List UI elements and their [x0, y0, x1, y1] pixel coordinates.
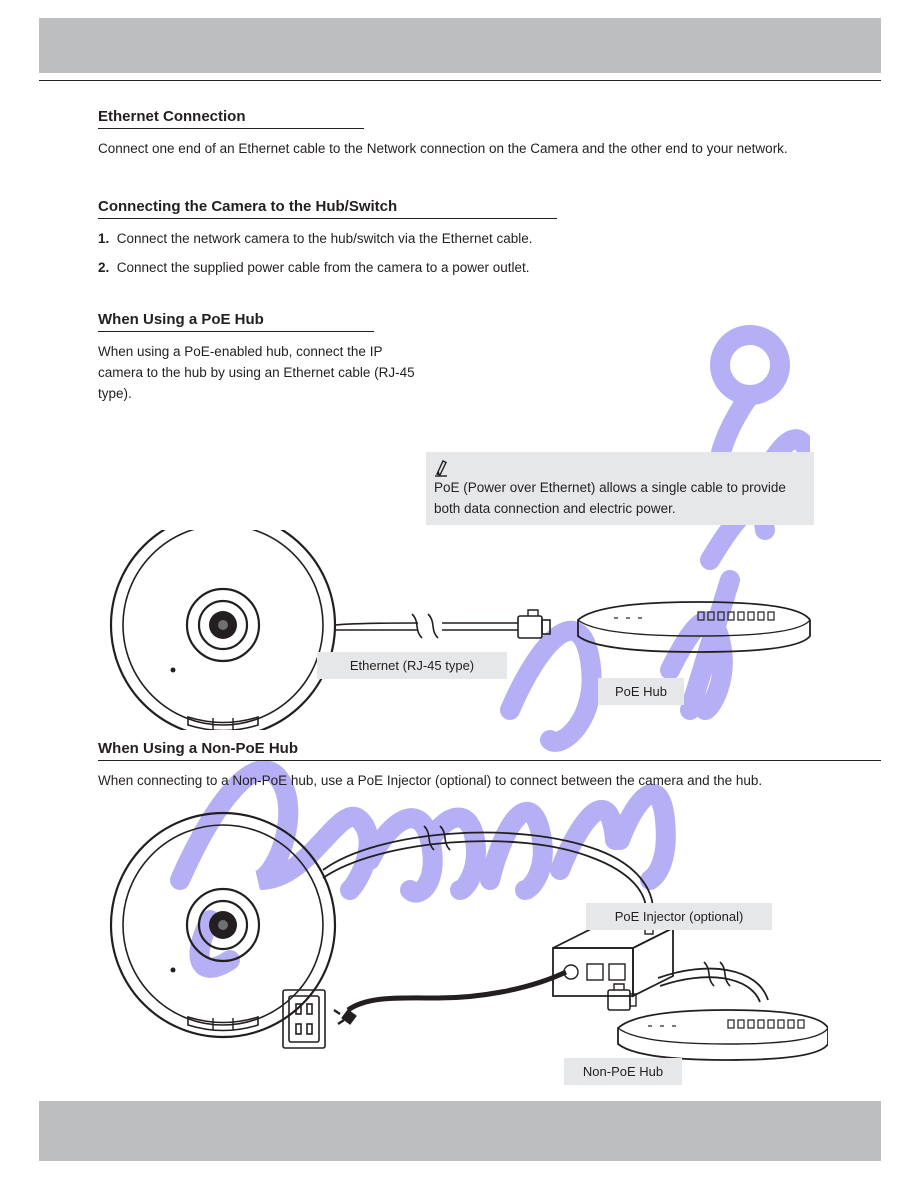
step-2: 2. Connect the supplied power cable from… [98, 258, 881, 279]
heading-ethernet-underline [98, 128, 364, 129]
figure-non-poe [98, 810, 828, 1090]
note-text: PoE (Power over Ethernet) allows a singl… [434, 478, 786, 519]
step-1-num: 1. [98, 231, 109, 246]
para-poe: When using a PoE-enabled hub, connect th… [98, 342, 418, 405]
label-ethernet-text: Ethernet (RJ-45 type) [350, 658, 474, 673]
label-poe-injector: PoE Injector (optional) [586, 903, 772, 930]
note-box: PoE (Power over Ethernet) allows a singl… [426, 452, 814, 525]
step-1: 1. Connect the network camera to the hub… [98, 229, 881, 250]
heading-ethernet: Ethernet Connection [98, 108, 881, 125]
para-ethernet: Connect one end of an Ethernet cable to … [98, 139, 881, 160]
heading-poe-underline [98, 331, 374, 332]
label-poe-hub-text: PoE Hub [615, 684, 667, 699]
step-2-num: 2. [98, 260, 109, 275]
heading-hub-switch: Connecting the Camera to the Hub/Switch [98, 198, 881, 215]
label-poe-injector-text: PoE Injector (optional) [615, 909, 744, 924]
label-non-poe-hub: Non-PoE Hub [564, 1058, 682, 1085]
label-poe-hub: PoE Hub [598, 678, 684, 705]
header-band [39, 18, 881, 73]
step-2-text: Connect the supplied power cable from th… [117, 260, 530, 275]
header-rule [39, 80, 881, 81]
label-non-poe-hub-text: Non-PoE Hub [583, 1064, 663, 1079]
figure-poe [98, 530, 828, 730]
heading-non-poe-underline [98, 760, 881, 761]
heading-hub-switch-underline [98, 218, 557, 219]
heading-non-poe: When Using a Non-PoE Hub [98, 740, 881, 757]
label-ethernet: Ethernet (RJ-45 type) [317, 652, 507, 679]
pencil-icon [434, 458, 452, 478]
para-non-poe: When connecting to a Non-PoE hub, use a … [98, 771, 881, 792]
step-1-text: Connect the network camera to the hub/sw… [117, 231, 533, 246]
heading-poe: When Using a PoE Hub [98, 311, 881, 328]
footer-band [39, 1101, 881, 1161]
